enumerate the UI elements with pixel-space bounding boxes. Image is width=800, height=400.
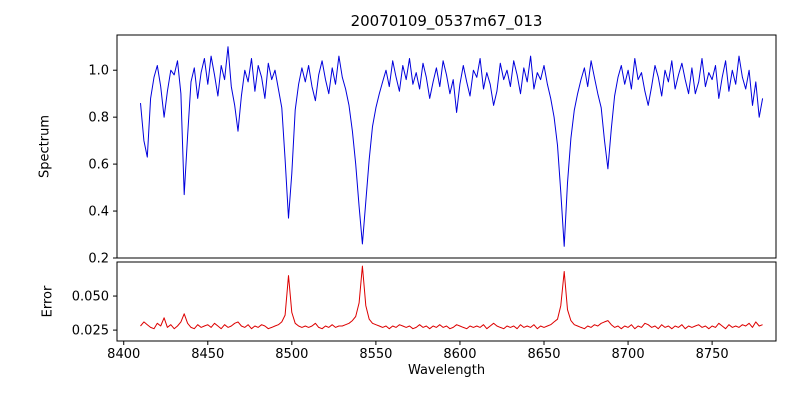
spectrum-axes-frame [116, 34, 777, 259]
x-tick-label: 8500 [275, 347, 308, 362]
x-tick-label: 8750 [696, 347, 729, 362]
x-tick-label: 8550 [359, 347, 392, 362]
x-tick-label: 8700 [612, 347, 645, 362]
error-line [140, 265, 763, 330]
wavelength-axis-label: Wavelength [407, 363, 486, 378]
error-axis-label: Error [40, 285, 56, 318]
error-axes-frame [116, 261, 777, 342]
y-tick-label: 0.050 [72, 290, 109, 305]
chart-title: 20070109_0537m67_013 [350, 12, 543, 30]
y-tick-label: 1.0 [88, 64, 109, 79]
y-tick-label: 0.025 [72, 324, 109, 339]
x-tick-label: 8400 [107, 347, 140, 362]
spectrum-line [140, 46, 764, 247]
x-tick-label: 8600 [443, 347, 476, 362]
y-tick-label: 0.4 [88, 205, 109, 220]
x-tick-label: 8650 [527, 347, 560, 362]
spectrum-axis-label: Spectrum [37, 115, 53, 178]
y-tick-label: 0.8 [88, 111, 109, 126]
y-tick-label: 0.6 [88, 158, 109, 173]
y-tick-label: 0.2 [88, 252, 109, 267]
x-tick-label: 8450 [191, 347, 224, 362]
